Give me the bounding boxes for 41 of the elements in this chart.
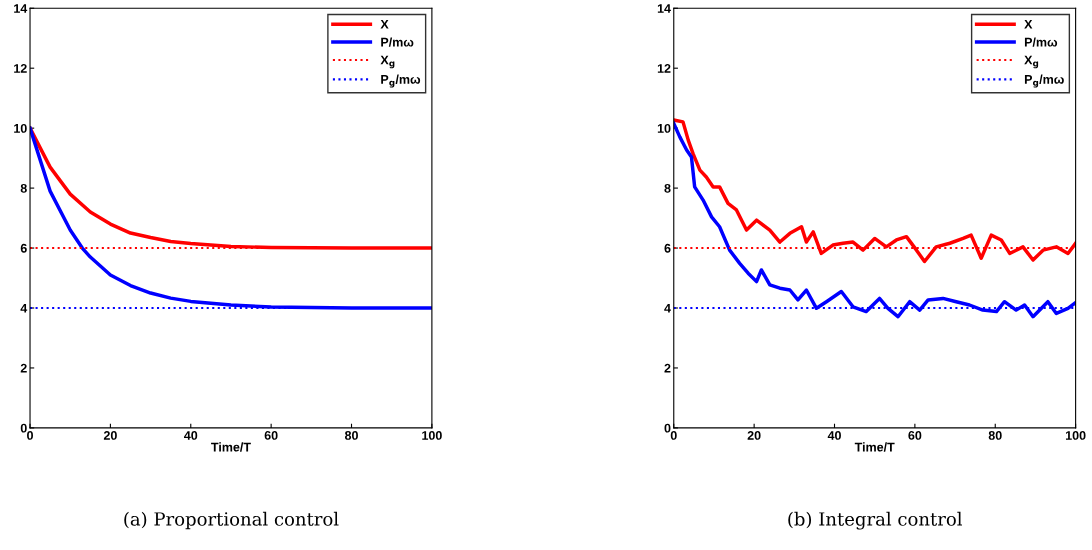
y-tick-label: 12 [14,64,27,73]
y-tick-label: 0 [664,423,671,433]
x-tick-label: 100 [422,431,442,440]
x-tick-label: 60 [908,431,922,440]
x-tick-label: 80 [344,431,358,440]
legend-label: P$_{g}$/mω [381,74,421,88]
y-tick-label: 10 [657,123,671,133]
text: (a) Proportional control [124,511,339,530]
y-tick-label: 6 [664,243,671,253]
y-tick-label: 10 [14,123,27,133]
y-tick-label: 14 [14,4,28,13]
y-tick-label: 8 [20,183,27,193]
legend-label: P$_{g}$/mω [1024,74,1064,88]
legend-label: P/mω [1024,37,1058,47]
x-axis-title: Time/T [211,442,251,452]
y-tick-label: 0 [20,423,27,433]
y-tick-label: 6 [20,243,27,253]
y-tick-label: 4 [664,303,671,313]
y-tick-label: 2 [664,363,671,373]
x-tick-label: 20 [103,431,117,440]
y-tick-label: 12 [657,64,671,73]
legend-label: X$_{g}$ [1024,55,1039,69]
legend-label: P/mω [381,37,414,47]
x-axis-title: Time/T [854,442,895,452]
x-tick-label: 0 [670,431,677,440]
y-tick-label: 8 [664,183,671,193]
legend-label: X [1024,19,1033,29]
x-tick-label: 40 [827,431,841,440]
x-tick-label: 80 [988,431,1002,440]
x-tick-label: 40 [184,431,198,440]
legend-label: X$_{g}$ [380,55,395,69]
text: (b) Integral control [788,511,962,530]
y-tick-label: 14 [657,4,671,13]
y-tick-label: 2 [20,363,27,373]
x-tick-label: 20 [747,431,761,440]
line-series [673,121,1076,319]
x-tick-label: 60 [264,431,278,440]
legend-label: X [380,19,389,29]
line-series [673,118,1076,264]
x-tick-label: 100 [1065,431,1086,440]
y-tick-label: 4 [20,303,28,313]
